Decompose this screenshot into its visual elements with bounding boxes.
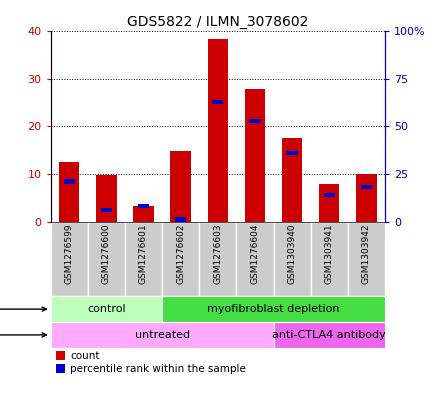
Bar xyxy=(361,185,372,189)
Bar xyxy=(356,174,377,222)
Bar xyxy=(63,180,75,184)
Bar xyxy=(319,184,340,222)
Bar xyxy=(96,175,117,222)
Bar xyxy=(101,208,112,212)
Text: protocol: protocol xyxy=(0,304,46,314)
Bar xyxy=(138,204,149,208)
Title: GDS5822 / ILMN_3078602: GDS5822 / ILMN_3078602 xyxy=(127,15,308,29)
Bar xyxy=(208,39,228,222)
Bar xyxy=(59,162,79,222)
Bar xyxy=(212,100,224,104)
Text: GSM1276602: GSM1276602 xyxy=(176,224,185,284)
Bar xyxy=(199,222,236,296)
Bar xyxy=(162,296,385,322)
Text: GSM1276599: GSM1276599 xyxy=(65,224,73,285)
Text: GSM1276604: GSM1276604 xyxy=(250,224,260,284)
Bar xyxy=(348,222,385,296)
Text: anti-CTLA4 antibody: anti-CTLA4 antibody xyxy=(272,330,386,340)
Bar xyxy=(88,222,125,296)
Bar xyxy=(170,151,191,222)
Bar xyxy=(249,119,260,123)
Text: GSM1303941: GSM1303941 xyxy=(325,224,334,285)
Bar xyxy=(286,151,298,155)
Bar xyxy=(245,90,265,222)
Text: GSM1276600: GSM1276600 xyxy=(102,224,111,285)
Bar xyxy=(324,193,335,197)
Bar xyxy=(274,322,385,348)
Bar xyxy=(125,222,162,296)
Bar xyxy=(282,138,302,222)
Bar xyxy=(51,296,162,322)
Bar xyxy=(274,222,311,296)
Bar xyxy=(236,222,274,296)
Text: GSM1303940: GSM1303940 xyxy=(288,224,297,285)
Text: untreated: untreated xyxy=(135,330,190,340)
Bar xyxy=(311,222,348,296)
Text: GSM1276603: GSM1276603 xyxy=(213,224,222,285)
Legend: count, percentile rank within the sample: count, percentile rank within the sample xyxy=(56,351,246,374)
Bar xyxy=(51,222,88,296)
Bar xyxy=(162,222,199,296)
Text: GSM1276601: GSM1276601 xyxy=(139,224,148,285)
Bar xyxy=(175,217,186,222)
Text: agent: agent xyxy=(0,330,46,340)
Text: control: control xyxy=(87,304,126,314)
Text: myofibroblast depletion: myofibroblast depletion xyxy=(207,304,340,314)
Text: GSM1303942: GSM1303942 xyxy=(362,224,371,284)
Bar xyxy=(51,322,274,348)
Bar xyxy=(133,206,154,222)
